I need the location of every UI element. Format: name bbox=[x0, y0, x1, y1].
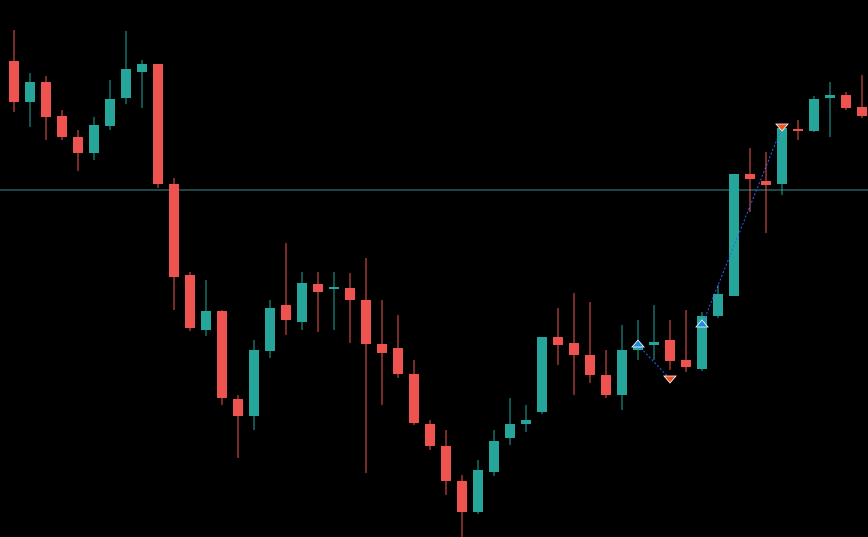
buy-arrow bbox=[631, 339, 645, 348]
candle-body bbox=[25, 82, 35, 102]
candle-body bbox=[713, 294, 723, 316]
candle-body bbox=[585, 355, 595, 375]
candle-body bbox=[329, 287, 339, 289]
candle-body bbox=[201, 311, 211, 330]
buy-arrow bbox=[695, 319, 709, 328]
candle-body bbox=[841, 95, 851, 108]
candle-body bbox=[249, 350, 259, 416]
candle-body bbox=[505, 424, 515, 438]
candle-body bbox=[649, 342, 659, 345]
candle-body bbox=[729, 174, 739, 296]
candle-body bbox=[537, 337, 547, 412]
candle-body bbox=[297, 283, 307, 322]
candle-body bbox=[825, 95, 835, 98]
candle-body bbox=[425, 424, 435, 446]
candle-body bbox=[153, 64, 163, 184]
candle-body bbox=[697, 316, 707, 369]
candle-body bbox=[857, 107, 867, 116]
candle-body bbox=[233, 399, 243, 416]
candle-body bbox=[121, 69, 131, 98]
candle-body bbox=[777, 128, 787, 184]
candle-body bbox=[521, 420, 531, 424]
candle-body bbox=[41, 82, 51, 117]
candle-body bbox=[57, 116, 67, 137]
candle-body bbox=[377, 344, 387, 353]
candle-body bbox=[665, 340, 675, 361]
candle-body bbox=[185, 275, 195, 328]
candle-body bbox=[633, 346, 643, 350]
candle-body bbox=[489, 441, 499, 472]
candle-body bbox=[89, 125, 99, 153]
trade-line bbox=[701, 126, 783, 326]
candle-body bbox=[457, 481, 467, 512]
candle-body bbox=[9, 61, 19, 102]
candle-body bbox=[681, 360, 691, 367]
sell-arrow bbox=[775, 123, 789, 132]
candle-body bbox=[745, 174, 755, 179]
candle-body bbox=[361, 300, 371, 344]
candle-body bbox=[793, 129, 803, 131]
candle-body bbox=[345, 288, 355, 300]
trade-markers bbox=[631, 123, 789, 384]
candle-body bbox=[281, 305, 291, 320]
candle-body bbox=[73, 137, 83, 153]
candle-body bbox=[441, 446, 451, 481]
candles bbox=[9, 30, 867, 537]
sell-arrow bbox=[663, 375, 677, 384]
candle-body bbox=[169, 184, 179, 277]
candle-body bbox=[761, 181, 771, 185]
candle-body bbox=[409, 374, 419, 423]
candle-body bbox=[601, 375, 611, 395]
candle-body bbox=[569, 343, 579, 355]
candle-body bbox=[809, 99, 819, 131]
candle-body bbox=[313, 284, 323, 292]
candle-body bbox=[265, 308, 275, 351]
candle-body bbox=[617, 350, 627, 395]
candle-body bbox=[137, 64, 147, 72]
candle-body bbox=[105, 99, 115, 126]
candle-body bbox=[393, 348, 403, 374]
candle-body bbox=[473, 470, 483, 512]
candle-body bbox=[553, 337, 563, 345]
candle-body bbox=[217, 311, 227, 398]
